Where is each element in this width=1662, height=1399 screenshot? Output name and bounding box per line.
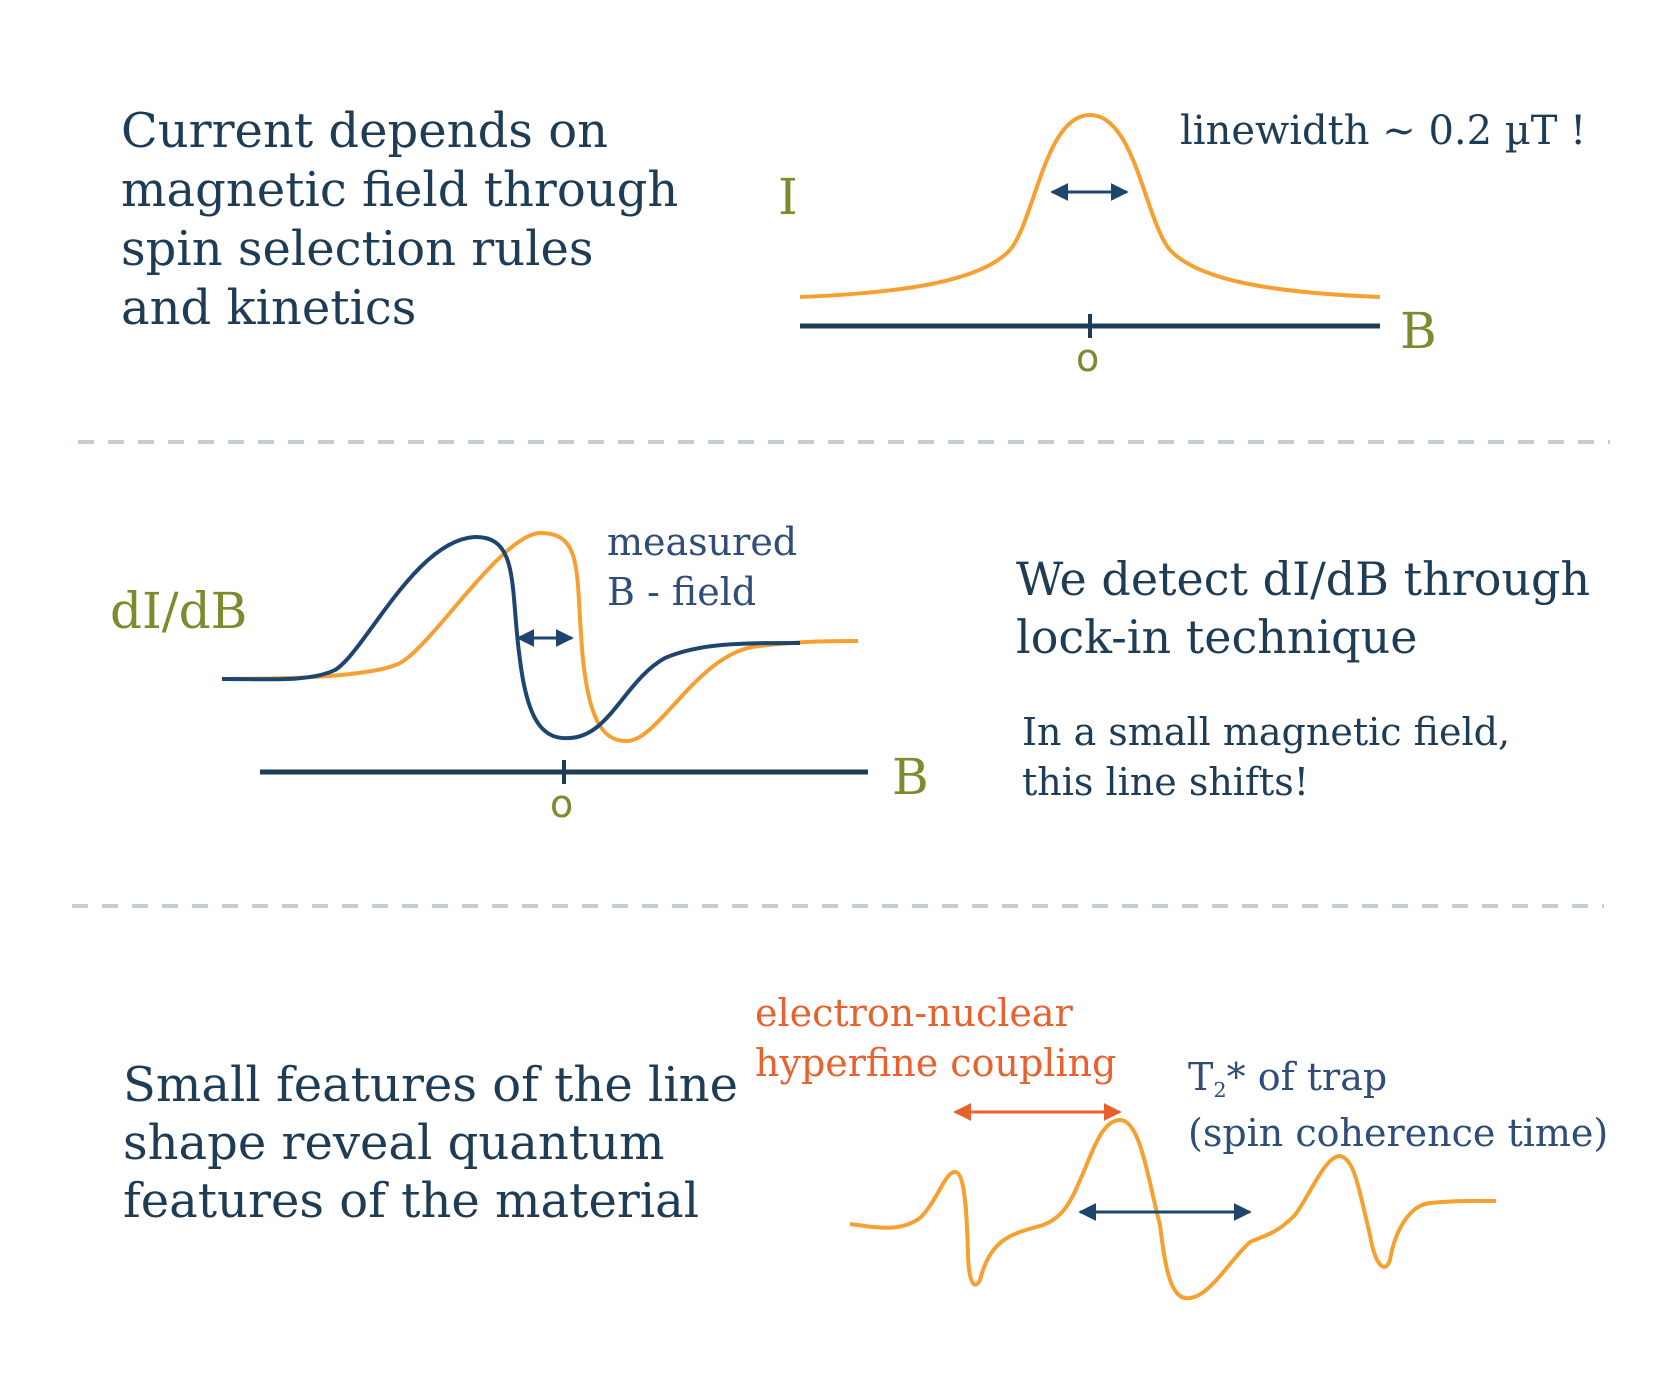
t2-rest: * of trap: [1226, 1055, 1388, 1099]
panel1-description-line: and kinetics: [121, 280, 417, 336]
panel3-description: Small features of the line shape reveal …: [123, 1056, 738, 1230]
panel1-description-line: Current depends on: [121, 103, 609, 159]
panel1-description: Current depends on magnetic field throug…: [121, 102, 678, 338]
t2-symbol: T: [1188, 1055, 1214, 1099]
panel3-description-line: Small features of the line: [123, 1057, 739, 1113]
panel2-orange-derivative-curve: [221, 530, 859, 744]
panel3-hyperfine-annotation: electron-nuclear hyperfine coupling: [755, 988, 1116, 1088]
panel3-t2-line2: (spin coherence time): [1188, 1111, 1609, 1155]
t2-subscript: 2: [1213, 1078, 1227, 1103]
panel1-lorentzian-curve: [799, 112, 1381, 299]
panel2-heading-line: We detect dI/dB through: [1016, 552, 1591, 606]
panel2-measured-annotation: measured B - field: [607, 517, 797, 617]
panel3-hyperfine-line: hyperfine coupling: [755, 1041, 1117, 1085]
panel1-description-line: spin selection rules: [121, 221, 594, 277]
panel1-linewidth-note: linewidth ~ 0.2 µT !: [1180, 108, 1587, 154]
panel3-t2-annotation: T2* of trap (spin coherence time): [1188, 1052, 1608, 1158]
panel3-description-line: features of the material: [123, 1173, 700, 1229]
panel1-x-axis-label: B: [1400, 302, 1437, 360]
panel2-x-axis-label: B: [892, 748, 929, 806]
panel3-description-line: shape reveal quantum: [123, 1115, 665, 1171]
panel2-note-line: In a small magnetic field,: [1022, 710, 1511, 754]
panel2-measured-line: measured: [607, 520, 798, 564]
panel1-y-axis-label: I: [778, 168, 798, 226]
panel2-note-line: this line shifts!: [1022, 760, 1310, 804]
panel2-heading-line: lock-in technique: [1016, 610, 1418, 664]
panel2-y-axis-label: dI/dB: [110, 582, 248, 640]
panel1-tick-label: o: [1076, 336, 1100, 380]
panel1-description-line: magnetic field through: [121, 162, 679, 218]
panel2-note: In a small magnetic field, this line shi…: [1022, 707, 1510, 807]
panel3-t2-line1: T2* of trap: [1188, 1052, 1608, 1108]
panel2-tick-label: o: [550, 782, 574, 826]
panel3-hyperfine-line: electron-nuclear: [755, 991, 1073, 1035]
panel2-heading: We detect dI/dB through lock-in techniqu…: [1016, 550, 1590, 666]
panel2-measured-line: B - field: [607, 570, 757, 614]
